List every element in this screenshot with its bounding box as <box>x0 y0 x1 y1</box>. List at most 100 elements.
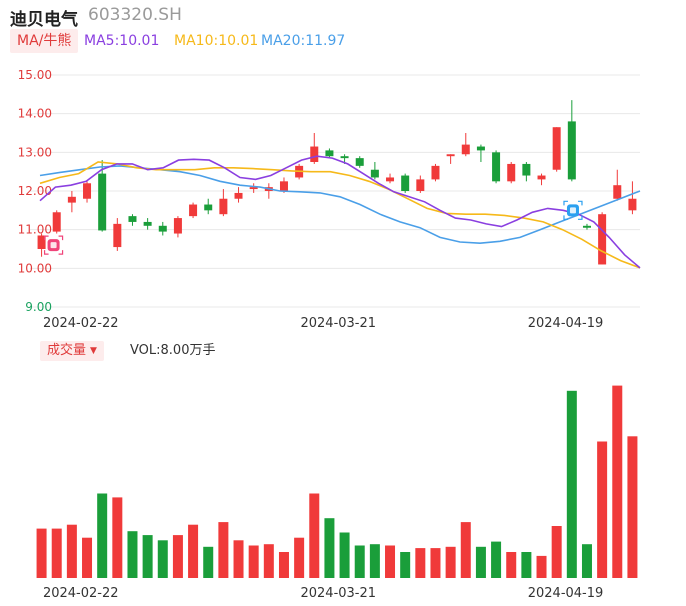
volume-bar <box>309 493 320 578</box>
volume-bar <box>248 545 259 578</box>
volume-bar <box>597 441 608 578</box>
candle-body <box>128 216 137 222</box>
ma20-line <box>39 165 641 245</box>
candle-body <box>446 154 455 157</box>
volume-bar <box>66 524 77 578</box>
candle-body <box>204 204 213 211</box>
volume-bar <box>278 552 289 578</box>
volume-bar <box>339 532 350 578</box>
volume-bar <box>581 544 592 578</box>
x-tick-label: 2024-02-22 <box>43 316 119 331</box>
volume-bar <box>188 524 199 578</box>
candle-body <box>492 152 501 182</box>
candle-body <box>158 225 167 232</box>
candles <box>37 100 637 265</box>
volume-bar <box>460 522 471 578</box>
volume-bar <box>263 544 274 578</box>
y-tick-label: 12.00 <box>18 184 52 198</box>
volume-bar <box>233 540 244 578</box>
candle-body <box>219 198 228 215</box>
candle-body <box>310 146 319 162</box>
volume-value: VOL:8.00万手 <box>130 343 216 358</box>
volume-indicator-selector[interactable]: 成交量 ▼ <box>40 341 104 361</box>
price-axis: 15.00 14.00 13.00 12.00 11.00 10.00 9.00 <box>18 68 52 314</box>
candle-body <box>113 223 122 248</box>
candle-body <box>401 175 410 191</box>
x-tick-label: 2024-02-22 <box>43 586 119 601</box>
candle-body <box>340 156 349 159</box>
volume-bar <box>112 497 123 578</box>
bull-icon[interactable] <box>43 235 64 255</box>
volume-type-label: 成交量 <box>47 343 87 358</box>
volume-bar <box>521 552 532 578</box>
candle-body <box>613 185 622 199</box>
volume-bar <box>294 537 305 578</box>
volume-bar <box>566 390 577 578</box>
candle-body <box>189 204 198 217</box>
candle-body <box>476 146 485 151</box>
candle-body <box>143 221 152 226</box>
ma-lines <box>39 155 641 269</box>
candle-body <box>249 187 258 190</box>
x-tick-label: 2024-03-21 <box>300 586 376 601</box>
volume-date-axis: 2024-02-22 2024-03-21 2024-04-19 <box>43 586 603 601</box>
volume-bar <box>354 545 365 578</box>
candle-body <box>461 144 470 155</box>
date-axis: 2024-02-22 2024-03-21 2024-04-19 <box>43 316 603 331</box>
volume-bar <box>430 548 441 578</box>
volume-bar <box>157 540 168 578</box>
ma10-legend: MA10:10.01 <box>174 33 259 49</box>
volume-bar <box>627 436 638 578</box>
volume-bar <box>551 526 562 578</box>
candle-body <box>234 192 243 199</box>
y-tick-label: 14.00 <box>18 107 52 121</box>
volume-bar <box>475 546 486 578</box>
volume-bar <box>506 552 517 578</box>
candle-body <box>52 212 61 232</box>
ma5-line <box>39 155 641 269</box>
x-tick-label: 2024-04-19 <box>528 316 604 331</box>
candle-body <box>173 218 182 234</box>
volume-bar <box>324 518 335 578</box>
candle-body <box>431 165 440 180</box>
candle-body <box>552 127 561 170</box>
candle-body <box>67 196 76 203</box>
volume-bars <box>36 385 638 578</box>
candle-body <box>83 183 92 199</box>
chevron-down-icon: ▼ <box>90 346 97 356</box>
candle-body <box>507 163 516 182</box>
stock-name: 迪贝电气 <box>10 10 78 30</box>
volume-bar <box>82 537 93 578</box>
candle-body <box>98 173 107 231</box>
volume-bar <box>612 385 623 578</box>
volume-bar <box>415 548 426 578</box>
volume-bar <box>369 544 380 578</box>
candle-body <box>567 121 576 180</box>
volume-bar <box>97 493 108 578</box>
candle-body <box>628 198 637 211</box>
volume-bar <box>536 555 547 578</box>
y-tick-label: 10.00 <box>18 261 52 275</box>
bear-icon[interactable] <box>563 200 583 220</box>
candle-body <box>279 181 288 191</box>
candle-body <box>370 169 379 178</box>
candle-body <box>598 214 607 265</box>
volume-bar <box>127 531 138 578</box>
candle-body <box>522 163 531 176</box>
signal-markers <box>43 200 583 255</box>
candle-body <box>37 235 46 249</box>
stock-code: 603320.SH <box>88 5 182 25</box>
volume-bar <box>36 528 47 578</box>
price-grid <box>30 74 640 308</box>
y-tick-label: 11.00 <box>18 223 52 237</box>
ma-type-selector[interactable]: MA/牛熊 <box>10 29 79 53</box>
volume-bar <box>445 546 456 578</box>
candle-body <box>537 175 546 180</box>
ma5-legend: MA5:10.01 <box>84 33 160 49</box>
ma10-line <box>39 161 641 269</box>
volume-bar <box>142 535 153 578</box>
candle-body <box>355 158 364 166</box>
x-tick-label: 2024-03-21 <box>300 316 376 331</box>
ma20-legend: MA20:11.97 <box>261 33 346 49</box>
